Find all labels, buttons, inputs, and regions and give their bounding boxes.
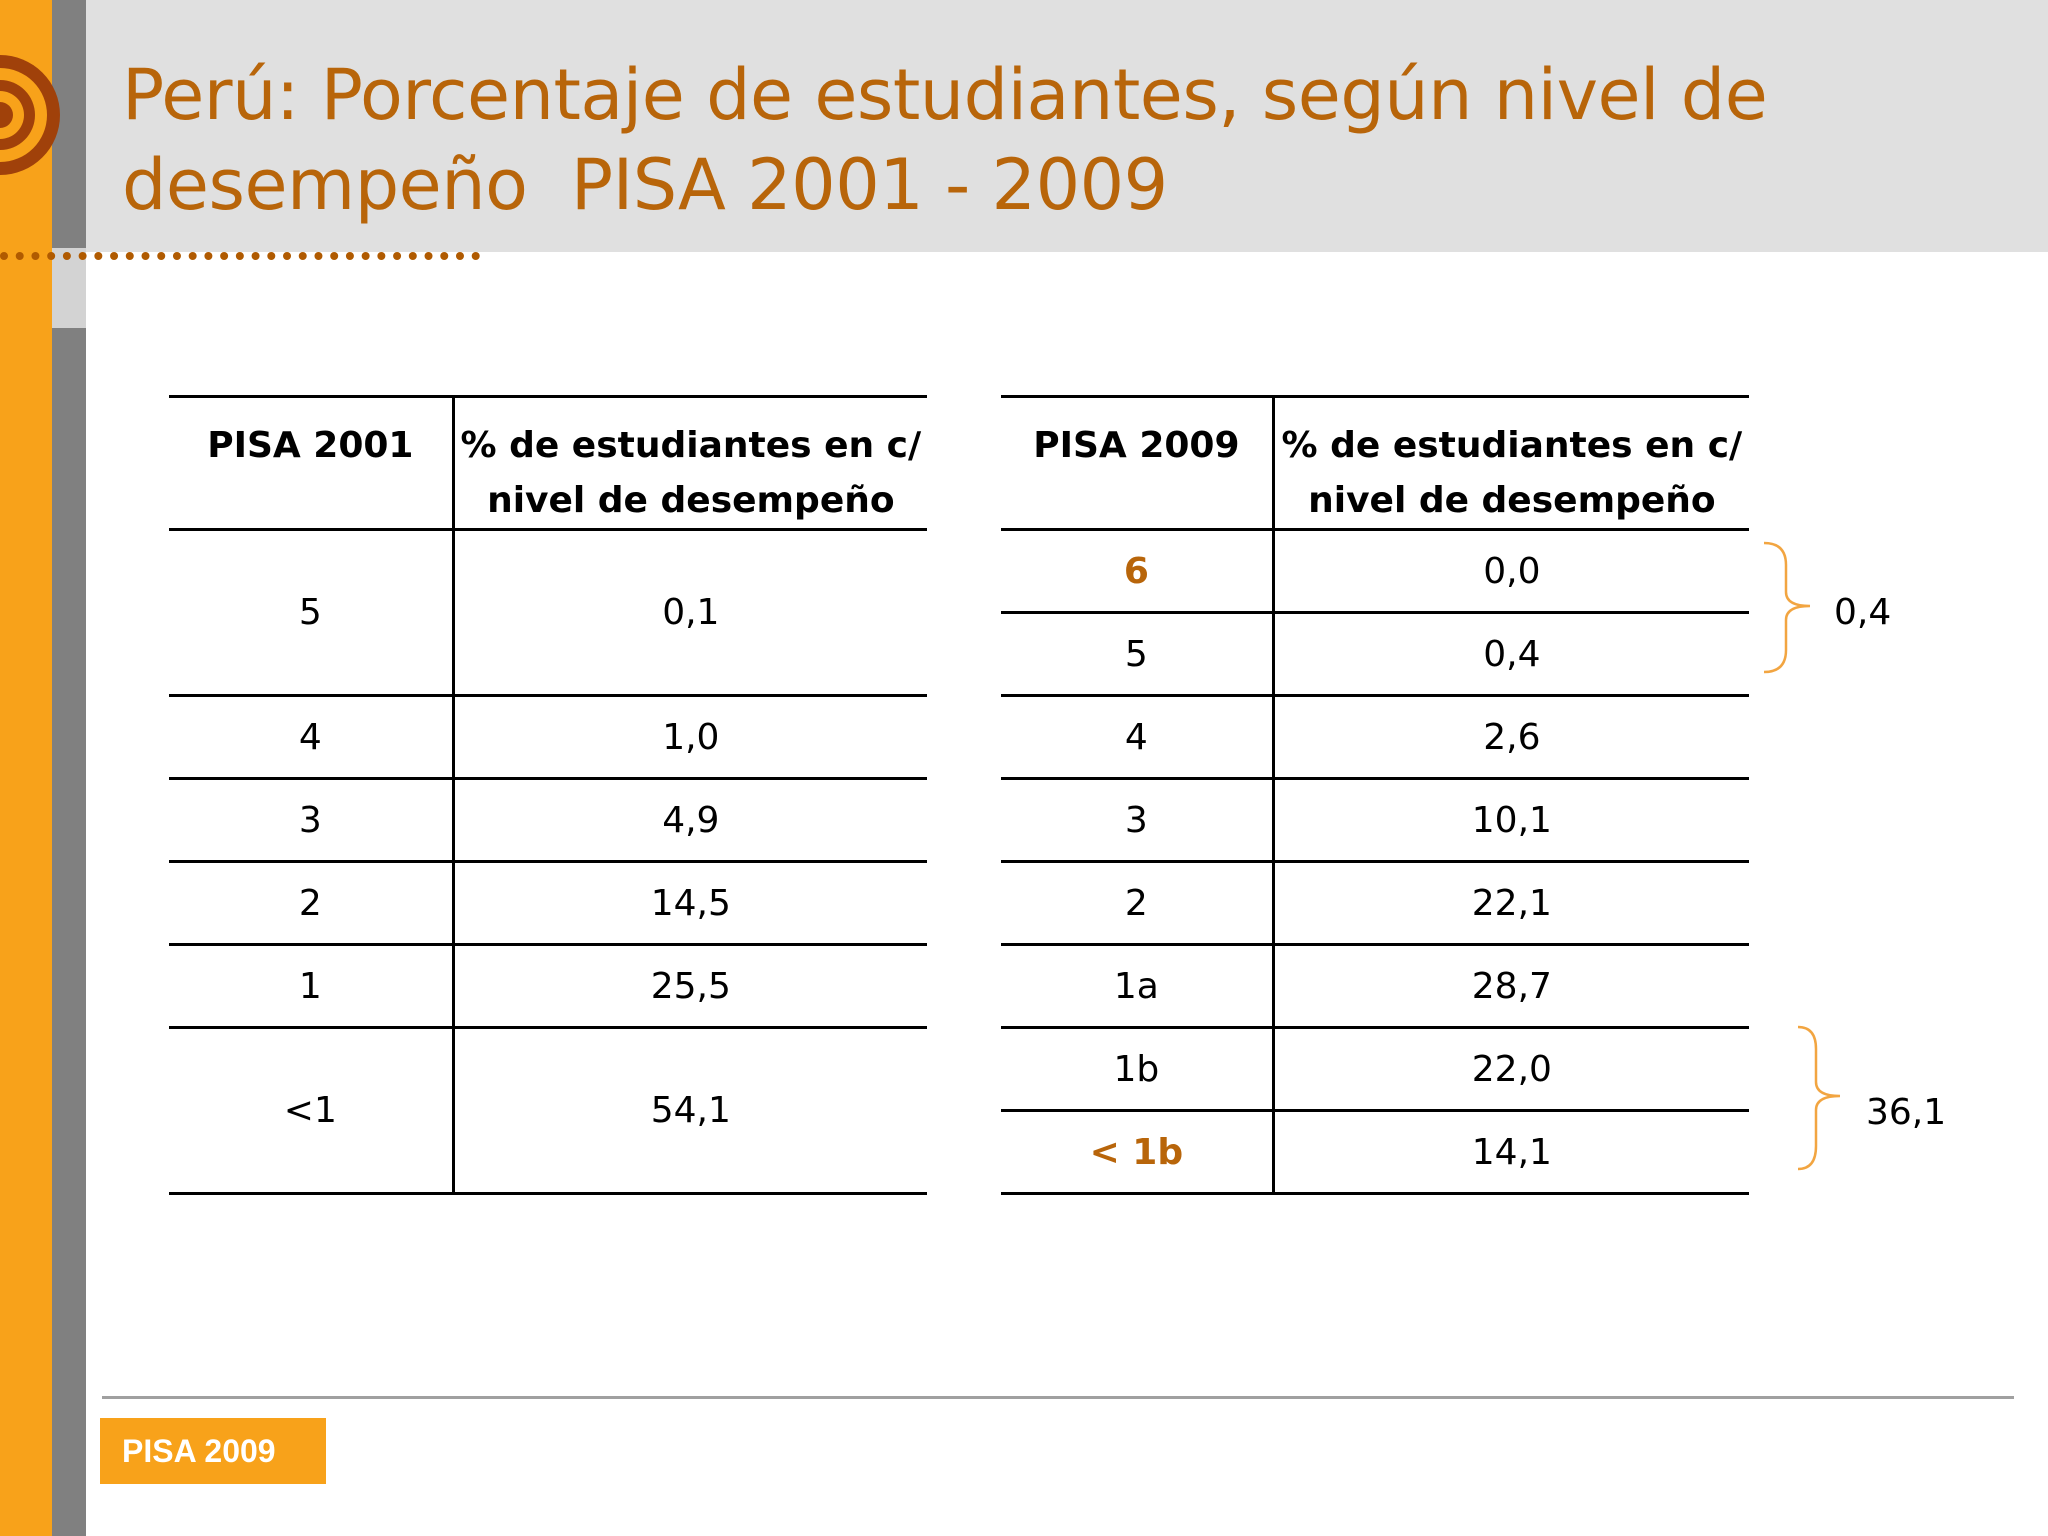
table-row: 4 2,6 (1001, 695, 1749, 780)
level-cell: 4 (169, 695, 455, 780)
pct-cell: 22,1 (1273, 861, 1749, 946)
level-cell-highlight: < 1b (1001, 1110, 1275, 1195)
pct-cell: 14,5 (453, 861, 927, 946)
table-row: 2 22,1 (1001, 861, 1749, 946)
pct-cell: 54,1 (453, 1027, 927, 1195)
level-cell: 1a (1001, 944, 1275, 1029)
header-percentage: % de estudiantes en c/ nivel de desempeñ… (1273, 395, 1749, 531)
pct-cell: 1,0 (453, 695, 927, 780)
pct-cell: 28,7 (1273, 944, 1749, 1029)
table-row: 1 25,5 (169, 944, 927, 1029)
page-title: Perú: Porcentaje de estudiantes, según n… (122, 50, 1882, 230)
table-header-row: PISA 2001 % de estudiantes en c/ nivel d… (169, 395, 927, 531)
brace-top-total: 0,4 (1834, 592, 1892, 633)
table-row: 3 4,9 (169, 778, 927, 863)
title-line-2: desempeño PISA 2001 - 2009 (122, 144, 1168, 226)
header-band (86, 0, 2048, 252)
table-row: 3 10,1 (1001, 778, 1749, 863)
brace-bottom-total: 36,1 (1866, 1092, 1947, 1133)
header-pct-line2: nivel de desempeño (1308, 480, 1716, 521)
table-row: 5 0,4 (1001, 612, 1749, 697)
table-row: 1b 22,0 (1001, 1027, 1749, 1112)
pct-cell: 10,1 (1273, 778, 1749, 863)
header-dotted-divider (0, 252, 480, 260)
left-orange-bar (0, 0, 52, 1536)
table-row: 1a 28,7 (1001, 944, 1749, 1029)
table-row: 4 1,0 (169, 695, 927, 780)
table-pisa-2001: PISA 2001 % de estudiantes en c/ nivel d… (169, 395, 927, 1195)
pct-cell: 2,6 (1273, 695, 1749, 780)
level-cell: 5 (169, 529, 455, 697)
level-cell: 5 (1001, 612, 1275, 697)
table-row: < 1b 14,1 (1001, 1110, 1749, 1195)
pct-cell: 4,9 (453, 778, 927, 863)
level-cell: 1 (169, 944, 455, 1029)
level-cell: 3 (1001, 778, 1275, 863)
pct-cell: 0,4 (1273, 612, 1749, 697)
header-pct-line2: nivel de desempeño (487, 480, 895, 521)
level-cell: <1 (169, 1027, 455, 1195)
logo-icon (0, 55, 60, 175)
level-cell: 1b (1001, 1027, 1275, 1112)
footer-divider (102, 1396, 2014, 1399)
right-brace-bottom-icon (1797, 1025, 1841, 1171)
right-brace-top-icon (1763, 541, 1811, 674)
left-gray-bar (52, 0, 86, 1536)
footer-badge: PISA 2009 (100, 1418, 326, 1484)
table-row: 2 14,5 (169, 861, 927, 946)
table-row: 5 0,1 (169, 529, 927, 697)
header-pct-line1: % de estudiantes en c/ (1281, 425, 1743, 466)
level-cell: 3 (169, 778, 455, 863)
level-cell: 4 (1001, 695, 1275, 780)
table-row: 6 0,0 (1001, 529, 1749, 614)
level-cell-highlight: 6 (1001, 529, 1275, 614)
table-header-row: PISA 2009 % de estudiantes en c/ nivel d… (1001, 395, 1749, 531)
pct-cell: 22,0 (1273, 1027, 1749, 1112)
pct-cell: 14,1 (1273, 1110, 1749, 1195)
header-percentage: % de estudiantes en c/ nivel de desempeñ… (453, 395, 927, 531)
title-line-1: Perú: Porcentaje de estudiantes, según n… (122, 54, 1768, 136)
pct-cell: 0,0 (1273, 529, 1749, 614)
table-pisa-2009: PISA 2009 % de estudiantes en c/ nivel d… (1001, 395, 1749, 1195)
pct-cell: 0,1 (453, 529, 927, 697)
left-gray-light-block (52, 248, 86, 328)
level-cell: 2 (169, 861, 455, 946)
pct-cell: 25,5 (453, 944, 927, 1029)
header-level: PISA 2009 (1001, 395, 1275, 531)
header-pct-line1: % de estudiantes en c/ (460, 425, 922, 466)
level-cell: 2 (1001, 861, 1275, 946)
header-level: PISA 2001 (169, 395, 455, 531)
table-row: <1 54,1 (169, 1027, 927, 1195)
